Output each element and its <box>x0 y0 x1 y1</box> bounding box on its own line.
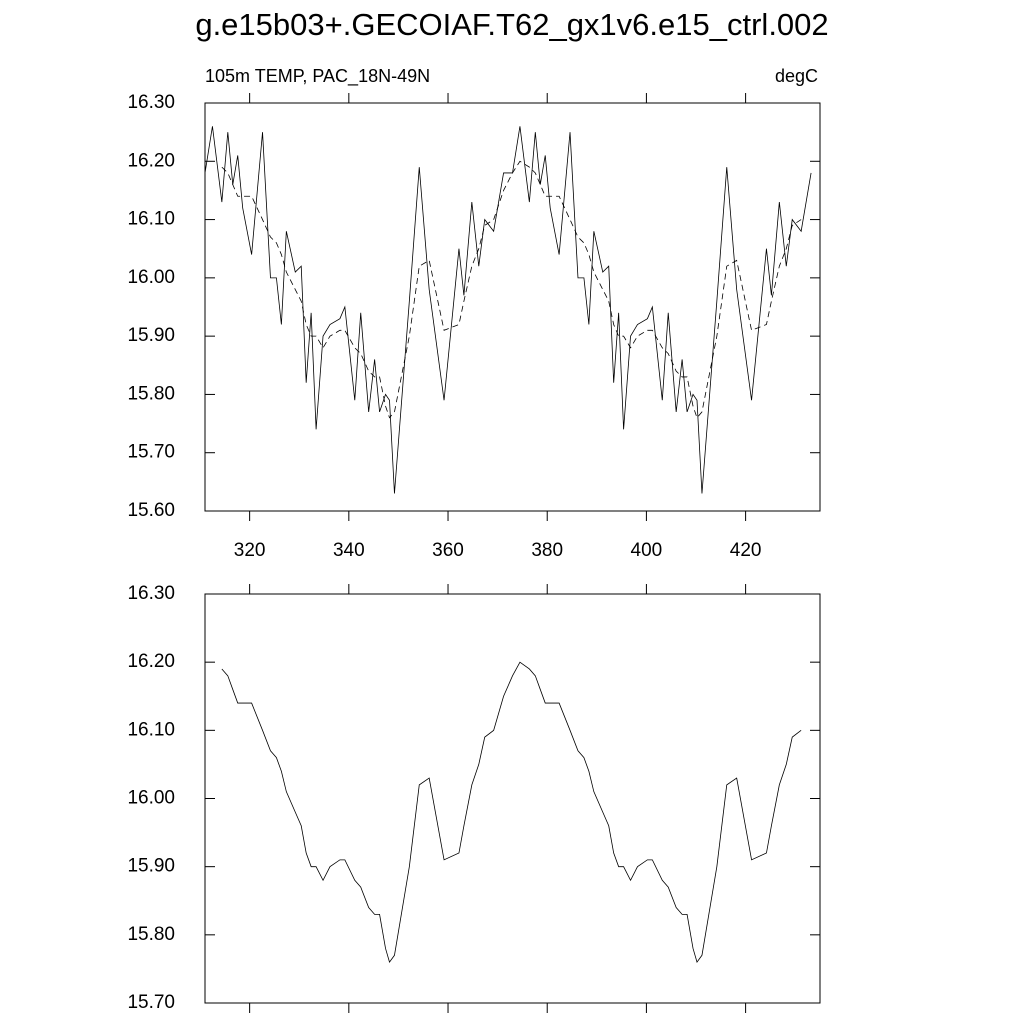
subtitle-right: degC <box>775 66 818 86</box>
data-line <box>204 126 812 494</box>
x-tick-label: 340 <box>333 540 365 561</box>
data-line <box>221 661 802 963</box>
page-title: g.e15b03+.GECOIAF.T62_gx1v6.e15_ctrl.002 <box>195 7 828 42</box>
y-tick-label: 16.20 <box>127 150 175 171</box>
y-tick-label: 15.80 <box>127 383 175 404</box>
x-tick-label: 420 <box>730 540 762 561</box>
y-tick-label: 15.60 <box>127 500 175 521</box>
x-tick-label: 320 <box>234 540 266 561</box>
data-line <box>221 160 802 419</box>
subtitle-left: 105m TEMP, PAC_18N-49N <box>205 66 430 87</box>
plot-frame <box>204 593 821 1004</box>
y-tick-label: 15.90 <box>127 325 175 346</box>
plot-frame <box>204 102 821 512</box>
y-tick-label: 15.70 <box>127 992 175 1013</box>
y-tick-label: 15.70 <box>127 442 175 463</box>
y-tick-label: 16.10 <box>127 209 175 230</box>
y-tick-label: 16.10 <box>127 719 175 740</box>
y-tick-label: 16.30 <box>127 583 175 604</box>
y-tick-label: 16.20 <box>127 651 175 672</box>
y-tick-label: 16.00 <box>127 788 175 809</box>
x-tick-label: 400 <box>631 540 663 561</box>
x-tick-label: 380 <box>531 540 563 561</box>
y-tick-label: 15.80 <box>127 924 175 945</box>
y-tick-label: 15.90 <box>127 856 175 877</box>
x-tick-label: 360 <box>432 540 464 561</box>
y-tick-label: 16.00 <box>127 267 175 288</box>
y-tick-label: 16.30 <box>127 92 175 113</box>
